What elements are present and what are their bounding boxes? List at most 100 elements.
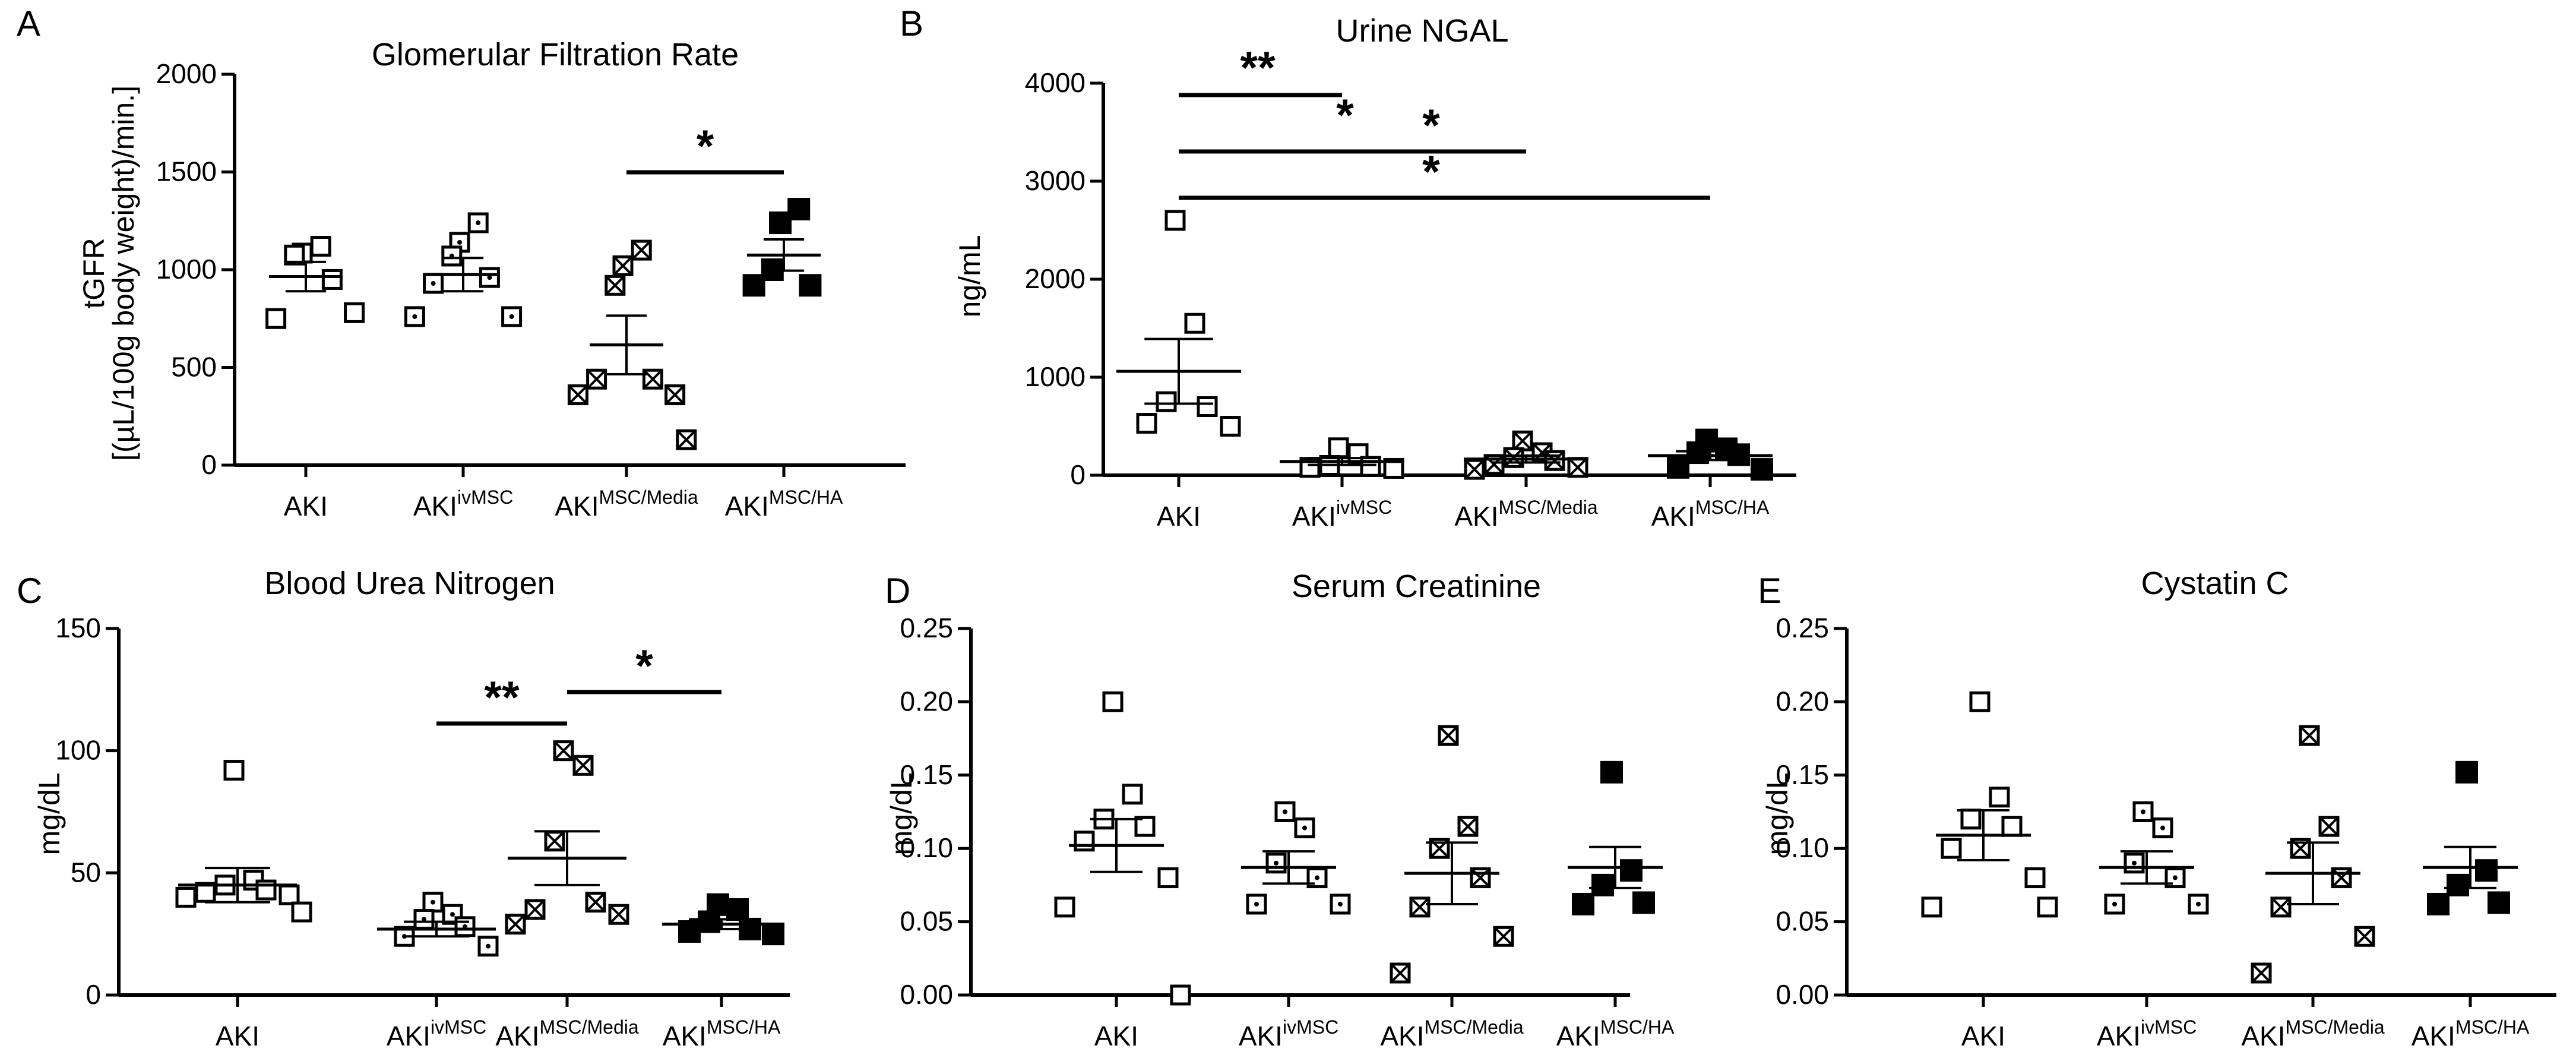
x-tick-label: AKI	[1961, 1021, 2005, 1051]
significance-label: *	[1422, 100, 1440, 151]
data-point	[1274, 801, 1296, 822]
data-point	[2024, 867, 2046, 889]
data-point	[1197, 396, 1218, 417]
data-point	[2455, 760, 2478, 784]
data-point	[1347, 443, 1369, 465]
data-point	[1464, 459, 1485, 480]
y-tick-label: 50	[71, 857, 101, 888]
data-point	[1567, 457, 1588, 478]
x-tick-label: AKIivMSC	[1292, 497, 1392, 532]
data-point	[642, 368, 663, 390]
panel-letter: A	[17, 4, 40, 43]
chart-title: Serum Creatinine	[1292, 569, 1541, 604]
data-point	[1164, 210, 1186, 231]
panel-c: C Blood Urea Nitrogen mg/dL 0 50 100 150 AKI AKI…	[17, 566, 790, 1051]
data-point	[2331, 867, 2352, 889]
y-tick-label: 0	[201, 449, 217, 480]
chart-title: Cystatin C	[2141, 566, 2289, 601]
data-point	[1184, 312, 1205, 334]
y-tick-label: 4000	[1025, 67, 1086, 98]
data-point	[769, 211, 792, 235]
data-point	[585, 892, 606, 913]
data-point	[572, 754, 594, 776]
y-tick-label: 0.10	[900, 832, 953, 863]
data-point	[742, 274, 765, 297]
y-tick-label: 0.00	[900, 979, 953, 1010]
data-point	[2001, 816, 2023, 837]
y-tick-label: 0.20	[900, 686, 953, 716]
data-point	[1328, 437, 1349, 459]
data-point	[1512, 430, 1533, 451]
data-point	[664, 384, 686, 406]
y-axis-label: tGFR	[77, 238, 110, 308]
data-point	[2188, 893, 2209, 915]
data-point	[441, 245, 463, 267]
y-tick-label: 0.05	[900, 906, 953, 937]
y-axis-label: mg/dL	[885, 773, 918, 855]
x-tick-label: AKIivMSC	[387, 1016, 486, 1051]
data-point	[2251, 962, 2272, 984]
data-point	[1960, 808, 1982, 830]
data-point	[344, 302, 365, 323]
data-point	[1074, 830, 1095, 852]
data-point	[477, 936, 499, 957]
data-point	[2270, 896, 2292, 918]
data-point	[223, 760, 245, 781]
panel-letter: B	[900, 4, 923, 43]
data-point	[501, 306, 523, 327]
data-point	[1156, 391, 1177, 412]
significance-label: *	[1336, 90, 1354, 141]
data-point	[291, 901, 312, 923]
data-point	[787, 198, 811, 221]
data-point	[1157, 867, 1179, 889]
y-tick-label: 0.15	[900, 759, 953, 790]
panel-letter: D	[885, 571, 910, 611]
data-point	[1751, 458, 1773, 481]
data-point	[567, 384, 588, 406]
x-tick-label: AKI	[216, 1021, 260, 1051]
x-tick-label: AKIMSC/HA	[2412, 1016, 2530, 1051]
y-tick-label: 3000	[1025, 165, 1086, 196]
data-point	[2475, 859, 2498, 882]
data-point	[2299, 725, 2320, 746]
data-point	[1438, 725, 1459, 746]
y-tick-label: 500	[171, 352, 217, 383]
y-tick-label: 0.25	[1776, 612, 1829, 643]
x-tick-label: AKIivMSC	[2097, 1016, 2197, 1051]
data-point	[762, 923, 784, 946]
data-point	[2104, 893, 2125, 915]
data-point	[1102, 691, 1124, 712]
chart-title: Blood Urea Nitrogen	[264, 566, 555, 601]
data-point	[2152, 817, 2173, 839]
x-tick-label: AKIMSC/Media	[495, 1016, 639, 1051]
data-point	[2124, 852, 2145, 874]
data-point	[1989, 787, 2010, 808]
data-point	[1136, 413, 1157, 434]
data-point	[1390, 962, 1411, 984]
y-tick-label: 1500	[156, 156, 217, 187]
data-point	[310, 236, 331, 257]
x-tick-label: AKIMSC/HA	[663, 1016, 781, 1051]
data-point	[1620, 859, 1643, 882]
data-point	[2037, 896, 2058, 918]
data-point	[1330, 893, 1351, 915]
data-point	[1246, 893, 1267, 915]
y-tick-label: 2000	[1025, 263, 1086, 294]
data-point	[404, 306, 425, 327]
data-point	[2427, 892, 2450, 915]
y-axis-label: ng/mL	[953, 235, 986, 318]
data-point	[1632, 891, 1655, 914]
data-point	[605, 274, 626, 296]
significance-label: *	[697, 121, 714, 172]
y-tick-label: 0.05	[1776, 906, 1829, 937]
data-point	[1265, 852, 1287, 874]
data-point	[1294, 817, 1315, 839]
y-tick-label: 100	[55, 735, 101, 766]
data-point	[413, 908, 435, 930]
panel-letter: E	[1758, 571, 1781, 611]
data-point	[422, 892, 444, 913]
y-axis-label: mg/dL	[1761, 773, 1794, 855]
data-point	[2447, 873, 2469, 896]
panel-d: D Serum Creatinine mg/dL 0.00 0.05 0.10 0.15 0.…	[885, 569, 1675, 1051]
